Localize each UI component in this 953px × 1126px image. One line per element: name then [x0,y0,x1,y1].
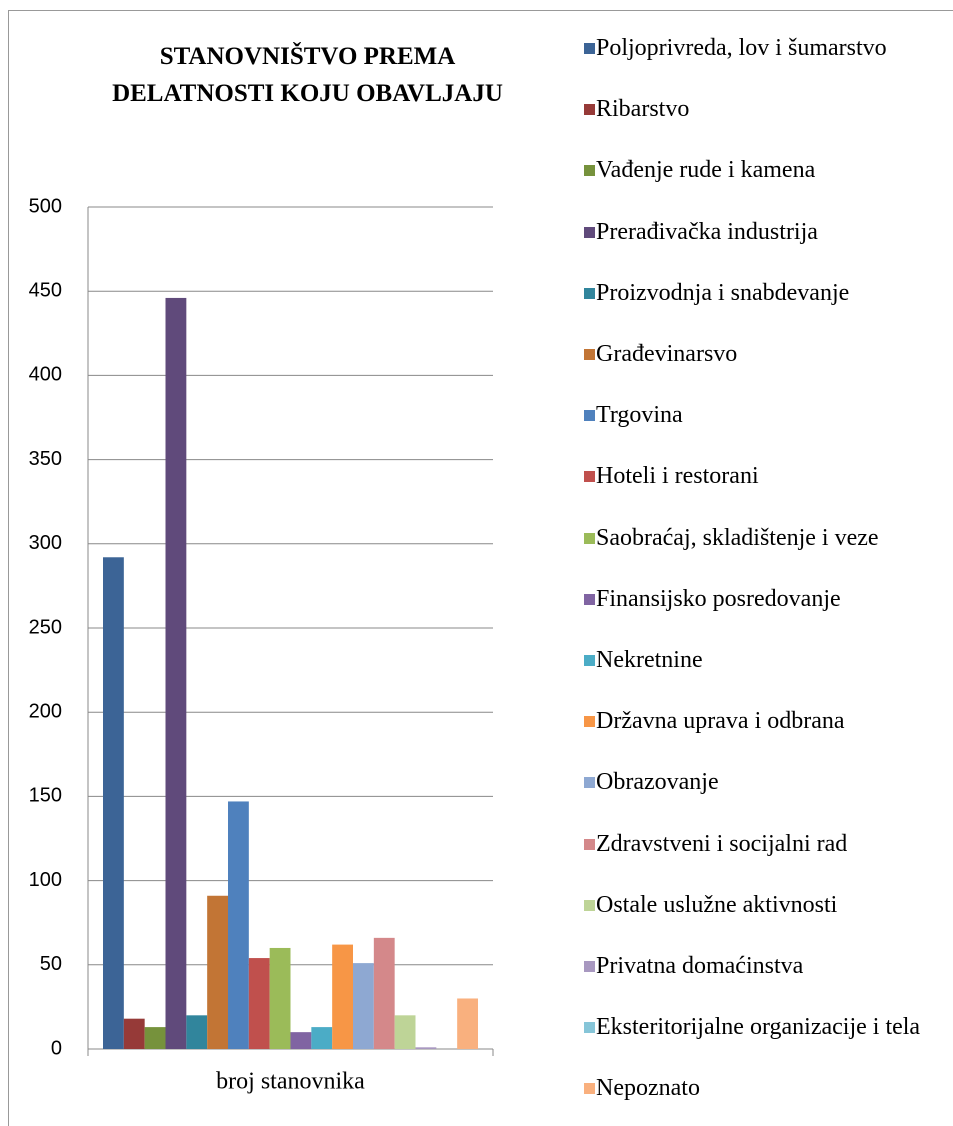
legend-label: Građevinarsvo [596,341,738,367]
legend-swatch [584,349,595,360]
y-tick-label: 150 [29,785,62,807]
legend-swatch [584,287,595,299]
legend-item: Finansijsko posredovanje [584,584,946,615]
legend-item: Ostale uslužne aktivnosti [584,890,946,921]
y-tick-label: 200 [29,700,62,722]
bar [103,557,124,1049]
legend-swatch [584,899,595,911]
bar [394,1015,416,1049]
bar [144,1027,166,1049]
legend-label: Eksteritorijalne organizacije i tela [596,1014,921,1041]
legend-item: Vađenje rude i kamena [584,155,946,186]
bar [228,801,249,1049]
legend-label: Ostale uslužne aktivnosti [596,891,838,918]
legend-label: Hoteli i restorani [596,463,759,490]
bar [123,1018,145,1049]
chart-title: STANOVNIŠTVO PREMA DELATNOSTI KOJU OBAVL… [112,43,503,107]
legend-item: Zdravstveni i socijalni rad [584,829,946,860]
chart-frame [8,10,953,1126]
legend-label: Ribarstvo [596,96,690,123]
legend-label: Trgovina [596,402,683,429]
bar [311,1027,333,1049]
y-tick-label: 0 [51,1037,62,1059]
legend-label: Proizvodnja i snabdevanje [596,279,850,306]
bar [332,944,353,1049]
legend-label: Finansijsko posredovanje [596,585,841,612]
bar [269,947,291,1049]
legend-item: Poljoprivreda, lov i šumarstvo [584,33,946,64]
legend-swatch [584,165,595,177]
y-tick-label: 450 [29,279,62,301]
legend-item: Privatna domaćinstva [584,951,946,982]
legend-label: Saobraćaj, skladištenje i veze [596,524,879,551]
bar [165,297,187,1049]
y-tick-label: 300 [29,532,62,554]
legend-label: Državna uprava i odbrana [596,708,845,735]
legend-swatch [584,593,595,605]
legend-item: Nepoznato [584,1073,946,1104]
legend-item: Obrazovanje [584,767,946,798]
legend-swatch [584,1022,595,1034]
y-tick-label: 500 [29,195,62,217]
legend-label: Prerađivačka industrija [596,218,818,245]
y-tick-label: 50 [40,953,62,975]
legend-swatch [584,532,595,544]
bar [186,1015,208,1049]
legend-item: Proizvodnja i snabdevanje [584,278,946,309]
y-tick-label: 400 [29,364,62,386]
legend-swatch [584,716,595,728]
legend-label: Poljoprivreda, lov i šumarstvo [596,35,887,61]
bar [415,1047,437,1049]
legend-item: Trgovina [584,400,946,431]
legend-item: Hoteli i restorani [584,461,946,492]
bar [207,895,228,1049]
legend-label: Obrazovanje [596,769,719,796]
legend-swatch [584,961,595,972]
legend-item: Nekretnine [584,645,946,676]
legend-swatch [584,1083,595,1095]
legend-label: Vađenje rude i kamena [596,157,816,184]
legend-label: Zdravstveni i socijalni rad [596,830,848,857]
bar [290,1032,312,1049]
legend-item: Eksteritorijalne organizacije i tela [584,1012,946,1043]
legend-item: Građevinarsvo [584,339,946,370]
bar [457,998,478,1049]
legend-swatch [584,43,595,54]
y-tick-label: 350 [29,448,62,470]
legend-swatch [584,838,595,850]
legend-label: Nepoznato [596,1075,700,1102]
legend-swatch [584,226,595,238]
legend-item: Prerađivačka industrija [584,217,946,248]
legend-swatch [584,777,595,789]
bar [353,963,374,1049]
legend-swatch [584,410,595,422]
legend-item: Državna uprava i odbrana [584,706,946,737]
bar [373,937,395,1049]
x-tick-label: broj stanovnika [216,1069,365,1095]
legend-swatch [584,655,595,666]
legend-label: Privatna domaćinstva [596,953,804,979]
y-tick-label: 100 [29,869,62,891]
legend-item: Saobraćaj, skladištenje i veze [584,523,946,554]
y-tick-label: 250 [29,616,62,638]
legend-label: Nekretnine [596,647,703,673]
legend-swatch [584,471,595,483]
legend-item: Ribarstvo [584,94,946,125]
bar [248,958,270,1049]
legend-swatch [584,104,595,116]
